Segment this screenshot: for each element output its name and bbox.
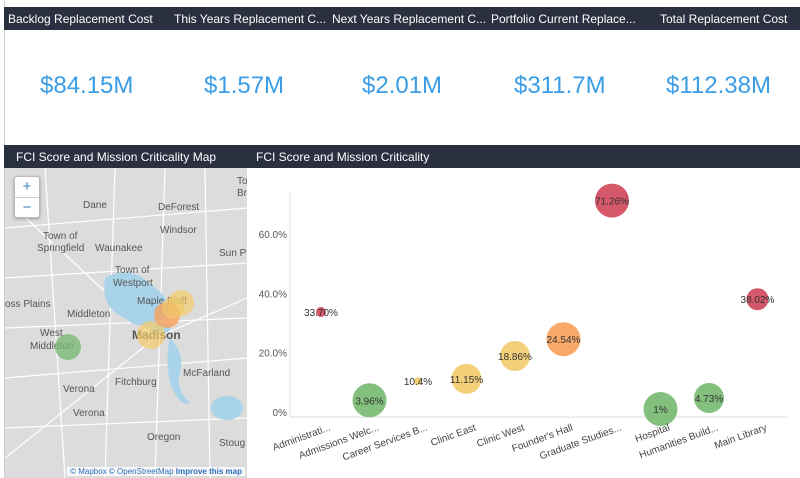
bubble[interactable] [352,383,387,418]
data-label: 24.54% [547,335,581,346]
kpi-label: Backlog Replacement Cost [8,12,153,26]
map-place-label: Stoug [219,438,246,449]
bubble[interactable] [746,288,769,311]
section-header-bar: FCI Score and Mission Criticality Map FC… [4,145,800,168]
map-place-label: Fitchburg [115,377,157,388]
y-tick-label: 40.0% [259,289,287,300]
map-place-label: DeForest [158,202,200,213]
map-place-label: Middleton [67,309,111,320]
kpi-value: $84.15M [40,72,134,99]
bubble[interactable] [694,382,724,413]
data-label: 18.86% [498,352,532,363]
improve-map-link[interactable]: Improve this map [175,467,242,476]
chart-title: FCI Score and Mission Criticality [256,150,430,164]
bubble[interactable] [316,307,326,318]
data-label: 4.73% [695,394,723,405]
osm-link[interactable]: © OpenStreetMap [108,467,174,476]
map-place-label: West [40,328,63,339]
kpi-value: $2.01M [362,72,443,99]
map-place-label: Windsor [160,225,197,236]
bubble-chart: 0%20.0%40.0%60.0%33.70%Administrati...3.… [259,183,787,463]
bubble[interactable] [643,392,678,427]
map-place-label: Oregon [147,432,181,443]
kpi-label: Portfolio Current Replace... [491,12,636,26]
kpi-value: $112.38M [666,72,771,99]
map-place-label: Maple Bluff [137,296,187,307]
map-place-label: Waunakee [95,243,143,254]
map-markers [55,290,194,360]
map-marker[interactable] [162,297,184,319]
bubble[interactable] [595,183,629,218]
kpi-value: $311.7M [514,72,606,99]
x-tick-label: Clinic East [429,422,477,449]
x-tick-label: Career Services B... [341,422,429,463]
zoom-out-button[interactable]: − [22,199,32,216]
map[interactable]: Dane DeForest Windsor Town of Springfield Wau… [5,168,247,478]
kpi-header-bar: Backlog Replacement Cost This Years Repl… [4,7,800,30]
map-place-label: Middleton [30,341,74,352]
bubble[interactable] [451,363,482,394]
x-tick-label: Graduate Studies... [538,422,623,462]
kpi-label: Next Years Replacement C... [332,12,487,26]
map-place-label: McFarland [183,368,231,379]
map-place-label: Sun P [219,248,247,259]
x-tick-label: Main Library [713,422,768,451]
data-label: 38.02% [741,295,775,306]
y-tick-label: 0% [273,408,288,419]
map-place-label: Dane [83,200,107,211]
data-label: 3.96% [355,396,383,407]
map-place-label: Bris [237,188,247,199]
map-marker[interactable] [137,321,165,349]
bubble[interactable] [546,322,581,357]
map-zoom-control: + − [14,176,40,218]
map-place-label: Verona [73,408,105,419]
map-place-label: Springfield [37,243,85,254]
map-place-label: Town of [115,265,150,276]
data-label: 1% [653,405,668,416]
map-marker[interactable] [55,334,81,360]
map-title: FCI Score and Mission Criticality Map [16,150,217,164]
y-tick-label: 20.0% [259,349,287,360]
map-tiles [5,168,247,478]
map-place-label: Verona [63,384,95,395]
kpi-label: This Years Replacement C... [174,12,327,26]
bubble[interactable] [414,377,422,386]
data-label: 33.70% [304,308,338,319]
map-place-label: Town [237,176,247,187]
kpi-value: $1.57M [204,72,285,99]
y-tick-label: 60.0% [259,230,287,241]
zoom-in-button[interactable]: + [15,177,39,198]
data-label: 71.26% [595,197,629,208]
map-place-label: Town of [43,231,78,242]
data-label: 10.4% [404,377,432,388]
data-label: 11.15% [450,375,483,386]
mapbox-link[interactable]: © Mapbox [70,467,107,476]
bubble[interactable] [500,341,530,372]
map-place-label: oss Plains [5,299,51,310]
kpi-label: Total Replacement Cost [660,12,788,26]
map-attribution: © Mapbox © OpenStreetMap Improve this ma… [67,467,245,476]
map-place-label: Westport [113,278,153,289]
